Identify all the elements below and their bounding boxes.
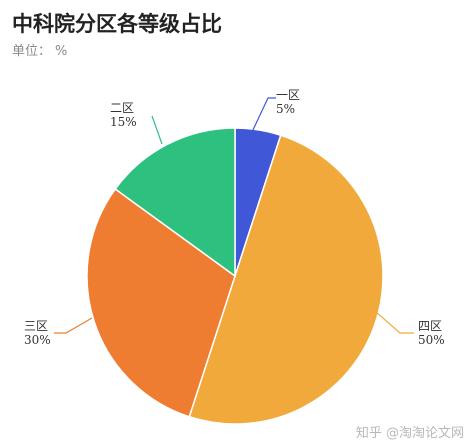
leader-line-4 [151, 115, 163, 145]
unit-label: 单位： [12, 44, 52, 59]
leader-line-2 [375, 311, 414, 334]
watermark: 知乎 @淘淘论文网 [355, 426, 464, 441]
chart-subtitle: 单位：% [12, 40, 67, 59]
slice-value-4: 15% [110, 115, 137, 129]
unit-value: % [55, 44, 68, 59]
slice-label-2: 四区 [418, 319, 442, 333]
leader-line-3 [54, 317, 93, 334]
pie-slice-2 [188, 134, 384, 425]
slice-label-4: 二区 [110, 101, 134, 115]
chart-title: 中科院分区各等级占比 [12, 12, 222, 36]
slice-label-3: 三区 [24, 319, 48, 333]
slice-label-1: 一区 [276, 88, 300, 102]
pie-slice-4 [114, 127, 236, 278]
slice-value-2: 50% [418, 333, 445, 347]
slice-value-3: 30% [24, 333, 51, 347]
slice-value-1: 5% [276, 102, 295, 116]
leader-line-1 [251, 97, 276, 133]
pie-slice-3 [86, 187, 236, 418]
